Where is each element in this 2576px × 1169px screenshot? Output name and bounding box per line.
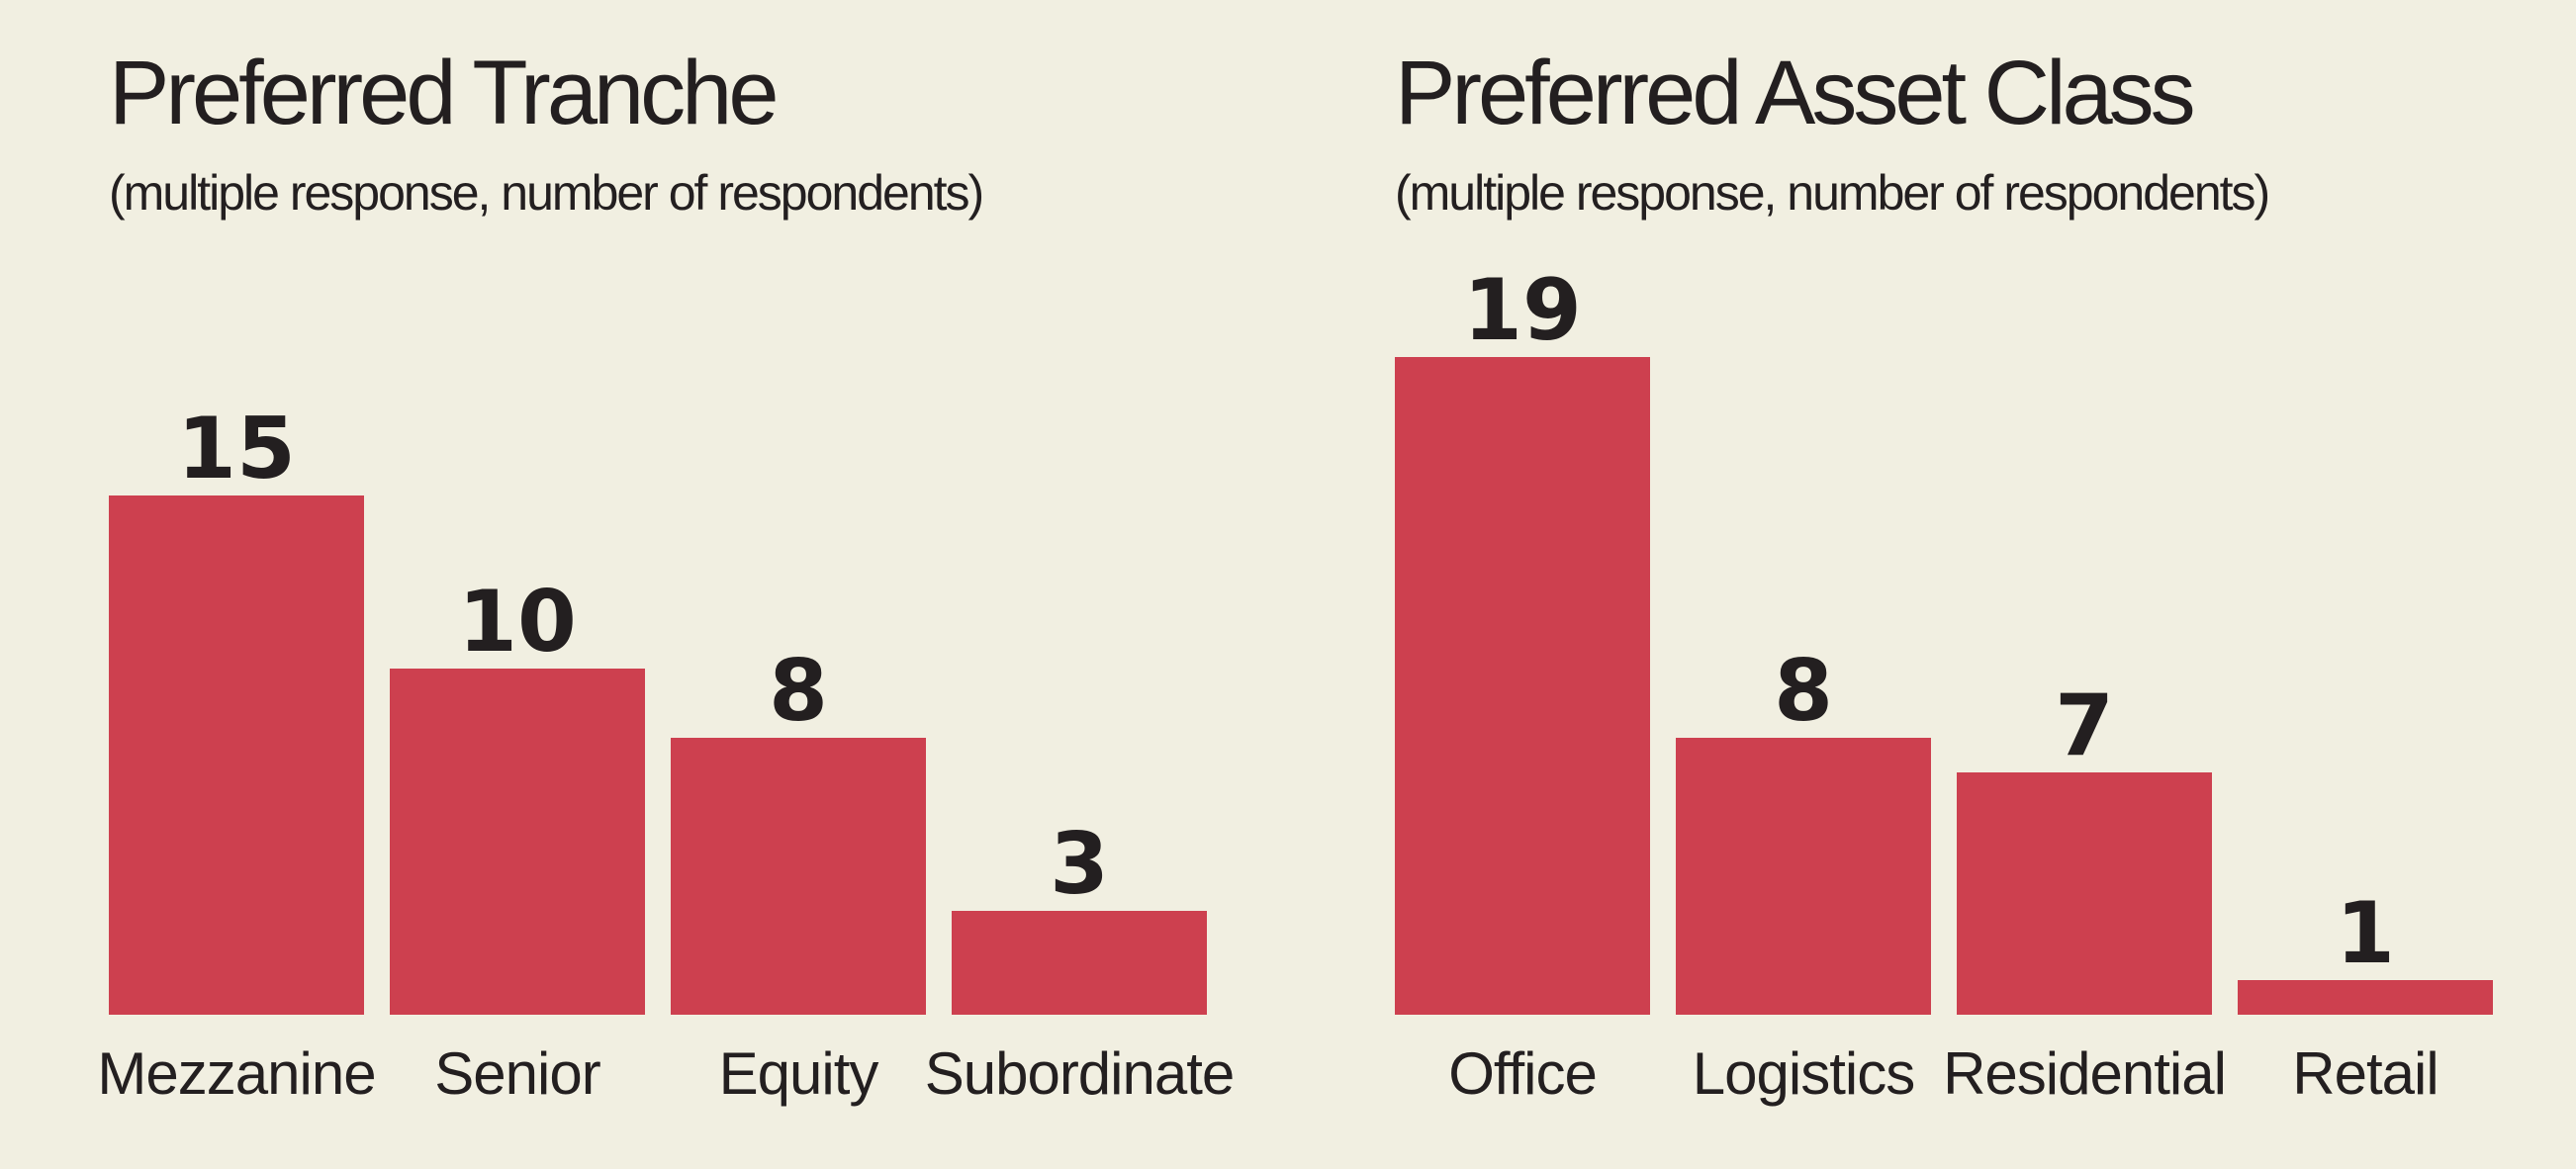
value-label-subordinate: 3 [1050, 815, 1109, 914]
value-label-logistics: 8 [1774, 642, 1833, 741]
category-label-senior: Senior [434, 1040, 599, 1107]
category-label-logistics: Logistics [1693, 1040, 1914, 1107]
value-label-senior: 10 [458, 573, 577, 672]
bar-retail [2238, 980, 2493, 1015]
asset-class-chart-panel: Preferred Asset Class (multiple response… [1395, 0, 2532, 1169]
bar-logistics [1676, 738, 1931, 1015]
chart-title: Preferred Asset Class [1395, 43, 2196, 143]
bar-subordinate [952, 911, 1207, 1015]
bar-equity [671, 738, 926, 1015]
bar-mezzanine [109, 495, 364, 1015]
bar-residential [1957, 772, 2212, 1015]
value-label-retail: 1 [2336, 884, 2395, 983]
value-label-mezzanine: 15 [177, 400, 296, 498]
bar-office [1395, 357, 1650, 1015]
value-label-equity: 8 [769, 642, 828, 741]
value-label-office: 19 [1463, 261, 1582, 360]
asset-class-bar-chart: 19 Office 8 Logistics 7 Residential 1 Retail [1395, 261, 2493, 1107]
category-label-residential: Residential [1943, 1040, 2226, 1107]
chart-subtitle: (multiple response, number of respondent… [1395, 165, 2270, 221]
category-label-equity: Equity [719, 1040, 879, 1107]
category-label-subordinate: Subordinate [925, 1040, 1235, 1107]
chart-title: Preferred Tranche [109, 43, 779, 143]
tranche-bar-chart: 15 Mezzanine 10 Senior 8 Equity 3 Subordinate [97, 400, 1235, 1107]
chart-subtitle: (multiple response, number of respondent… [109, 165, 984, 221]
value-label-residential: 7 [2055, 676, 2114, 775]
category-label-office: Office [1448, 1040, 1597, 1107]
tranche-chart-panel: Preferred Tranche (multiple response, nu… [97, 0, 1246, 1169]
category-label-retail: Retail [2292, 1040, 2438, 1107]
bar-senior [390, 669, 645, 1015]
category-label-mezzanine: Mezzanine [97, 1040, 375, 1107]
